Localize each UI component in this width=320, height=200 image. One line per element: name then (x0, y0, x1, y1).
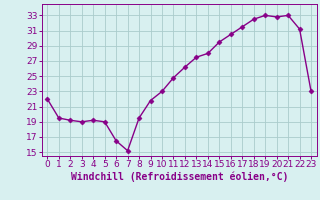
X-axis label: Windchill (Refroidissement éolien,°C): Windchill (Refroidissement éolien,°C) (70, 172, 288, 182)
